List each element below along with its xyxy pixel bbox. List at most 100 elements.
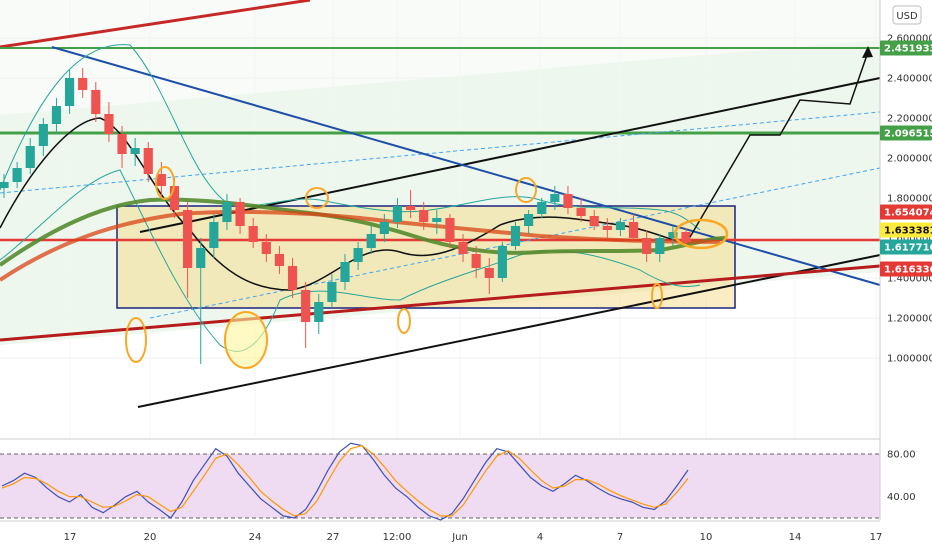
candle <box>576 198 586 222</box>
price-tick: 1.600000 <box>887 234 932 245</box>
price-tick: 2.200000 <box>887 114 932 125</box>
candle <box>458 234 468 262</box>
candle <box>419 202 429 230</box>
candle <box>628 214 639 242</box>
candle <box>642 230 652 262</box>
price-badge: 2.096515 <box>880 125 932 141</box>
candle <box>235 198 245 234</box>
candle <box>445 214 455 248</box>
candle <box>143 142 153 182</box>
candle <box>366 226 376 254</box>
stoch-rsi-d-line <box>1 444 689 517</box>
rising-support-line <box>0 264 881 342</box>
candle <box>78 68 88 98</box>
candle <box>38 118 48 156</box>
time-tick: 14 <box>789 532 802 543</box>
time-tick: 4 <box>537 532 543 543</box>
candle <box>510 222 521 250</box>
price-badge-label: 1.654074 <box>884 208 932 219</box>
candle <box>91 82 101 122</box>
time-tick: 17 <box>870 532 883 543</box>
candle <box>130 138 140 166</box>
channel-shading <box>0 40 880 345</box>
candle <box>104 102 114 142</box>
descending-trendline <box>51 46 881 286</box>
candle <box>655 234 665 262</box>
channel-lower-line <box>137 254 881 408</box>
time-tick: 20 <box>144 532 157 543</box>
currency-label: USD <box>896 11 918 22</box>
highlight-ellipse <box>305 187 329 209</box>
time-tick: 24 <box>249 532 262 543</box>
highlight-ellipse <box>155 166 175 200</box>
time-tick: 17 <box>64 532 77 543</box>
candle <box>301 282 311 348</box>
candlestick-series <box>0 68 691 364</box>
candle <box>64 70 75 114</box>
price-badge-label: 2.451933 <box>884 44 932 55</box>
candle <box>405 190 416 218</box>
candle <box>248 218 258 248</box>
price-badge: 1.654074 <box>880 204 932 220</box>
currency-badge[interactable] <box>892 5 922 25</box>
candle <box>117 126 127 168</box>
highlight-ellipse <box>515 177 537 203</box>
upper-red-trendline <box>0 0 311 49</box>
price-badge-label: 2.096515 <box>884 129 932 140</box>
candle <box>589 210 599 230</box>
price-tick: 1.800000 <box>887 194 932 205</box>
candle <box>327 274 337 308</box>
price-tick-labels: 2.600000 2.400000 2.200000 2.000000 1.800000… <box>887 34 932 365</box>
price-badge: 1.633381 <box>880 222 932 238</box>
moving-average-orange <box>0 209 721 282</box>
highlight-ellipse <box>673 218 729 250</box>
candle <box>681 228 691 246</box>
price-badges: 2.451933 2.096515 1.654074 1.633381 1.617716… <box>880 40 932 277</box>
time-tick: 27 <box>327 532 340 543</box>
price-badge-label: 1.617716 <box>884 243 932 254</box>
candle <box>550 186 560 210</box>
candle <box>563 186 573 214</box>
candle <box>497 242 507 282</box>
candle <box>537 198 547 218</box>
highlight-ellipse <box>224 311 268 369</box>
candle <box>379 214 389 242</box>
candle <box>209 214 219 258</box>
stoch-rsi-k-line <box>1 442 689 521</box>
stoch-rsi-tick-labels: 80.00 40.00 <box>887 450 916 504</box>
highlight-ellipse <box>651 283 663 309</box>
stoch-rsi-band <box>0 454 880 518</box>
time-axis[interactable]: 17 20 24 27 12:00 Jun 4 7 10 14 17 <box>64 532 883 543</box>
time-tick: 10 <box>700 532 713 543</box>
stoch-rsi-tick: 40.00 <box>887 492 916 503</box>
upper-shading <box>0 0 880 115</box>
candle <box>12 162 22 188</box>
candle <box>25 138 35 174</box>
price-tick: 1.200000 <box>887 314 932 325</box>
price-badge: 2.451933 <box>880 40 932 56</box>
time-tick: 12:00 <box>383 532 412 543</box>
candle <box>615 218 626 236</box>
candle <box>222 194 232 230</box>
candle <box>51 98 62 134</box>
candle <box>287 258 298 298</box>
candle <box>353 242 363 270</box>
projection-path <box>689 51 869 238</box>
dashed-trendline-upper <box>0 111 881 194</box>
highlight-ellipse <box>125 317 147 363</box>
candle <box>602 218 612 238</box>
candle <box>484 258 494 294</box>
candle <box>274 246 285 274</box>
price-tick: 2.400000 <box>887 74 932 85</box>
price-badge-label: 1.633381 <box>884 226 932 237</box>
stoch-rsi-tick: 80.00 <box>887 450 916 461</box>
price-badge: 1.616336 <box>880 261 932 277</box>
price-badge-label: 1.616336 <box>884 265 932 276</box>
candle <box>261 234 271 262</box>
candle <box>0 174 9 198</box>
price-tick: 1.400000 <box>887 274 932 285</box>
bollinger-upper <box>0 44 701 231</box>
candle <box>524 210 534 234</box>
